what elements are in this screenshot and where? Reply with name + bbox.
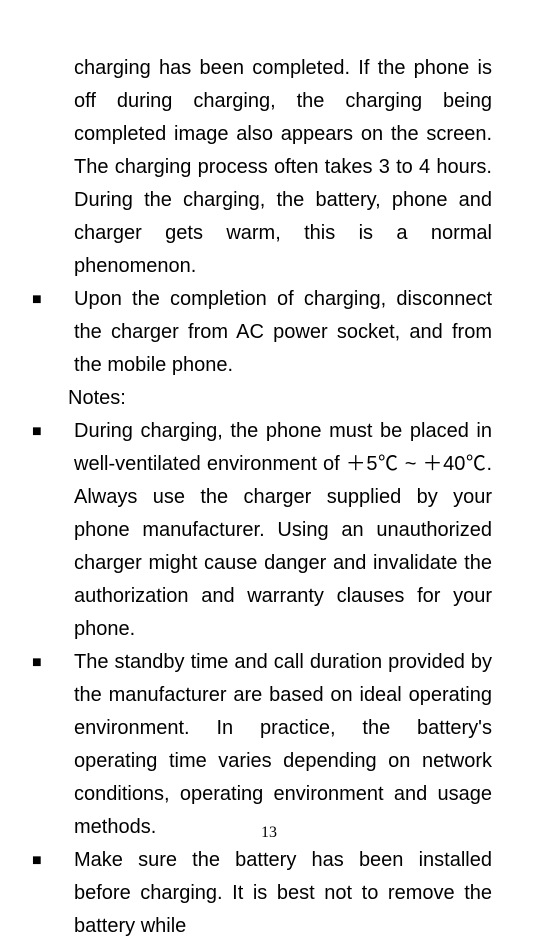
list-item-standby: ■ The standby time and call duration pro… — [30, 646, 492, 844]
list-item-text: The standby time and call duration provi… — [74, 646, 492, 844]
page-content: charging has been completed. If the phon… — [30, 52, 492, 943]
list-item-text: Make sure the battery has been installed… — [74, 844, 492, 943]
notes-label: Notes: — [68, 382, 492, 415]
list-item-text: During charging, the phone must be place… — [74, 415, 492, 646]
page-number: 13 — [0, 824, 538, 842]
list-item-text: Upon the completion of charging, disconn… — [74, 283, 492, 382]
list-item-environment: ■ During charging, the phone must be pla… — [30, 415, 492, 646]
square-bullet-icon: ■ — [30, 415, 74, 646]
list-item-battery-installed: ■ Make sure the battery has been install… — [30, 844, 492, 943]
square-bullet-icon: ■ — [30, 283, 74, 382]
square-bullet-icon: ■ — [30, 844, 74, 943]
square-bullet-icon: ■ — [30, 646, 74, 844]
list-item-disconnect: ■ Upon the completion of charging, disco… — [30, 283, 492, 382]
continued-paragraph: charging has been completed. If the phon… — [74, 52, 492, 283]
